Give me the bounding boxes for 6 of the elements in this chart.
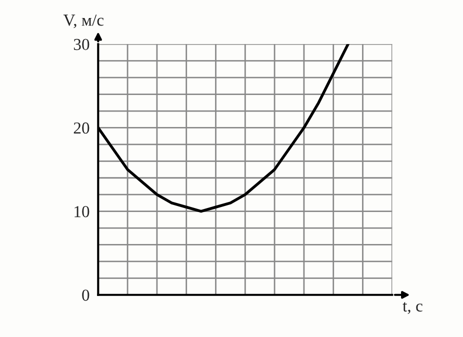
- x-axis-title: t, с: [402, 302, 422, 314]
- y-tick-label: 20: [74, 122, 90, 134]
- y-tick-label: 0: [82, 290, 90, 301]
- y-tick-label: 10: [74, 206, 90, 218]
- y-axis-title: V, м/с: [63, 14, 104, 28]
- y-tick-label: 30: [74, 38, 90, 50]
